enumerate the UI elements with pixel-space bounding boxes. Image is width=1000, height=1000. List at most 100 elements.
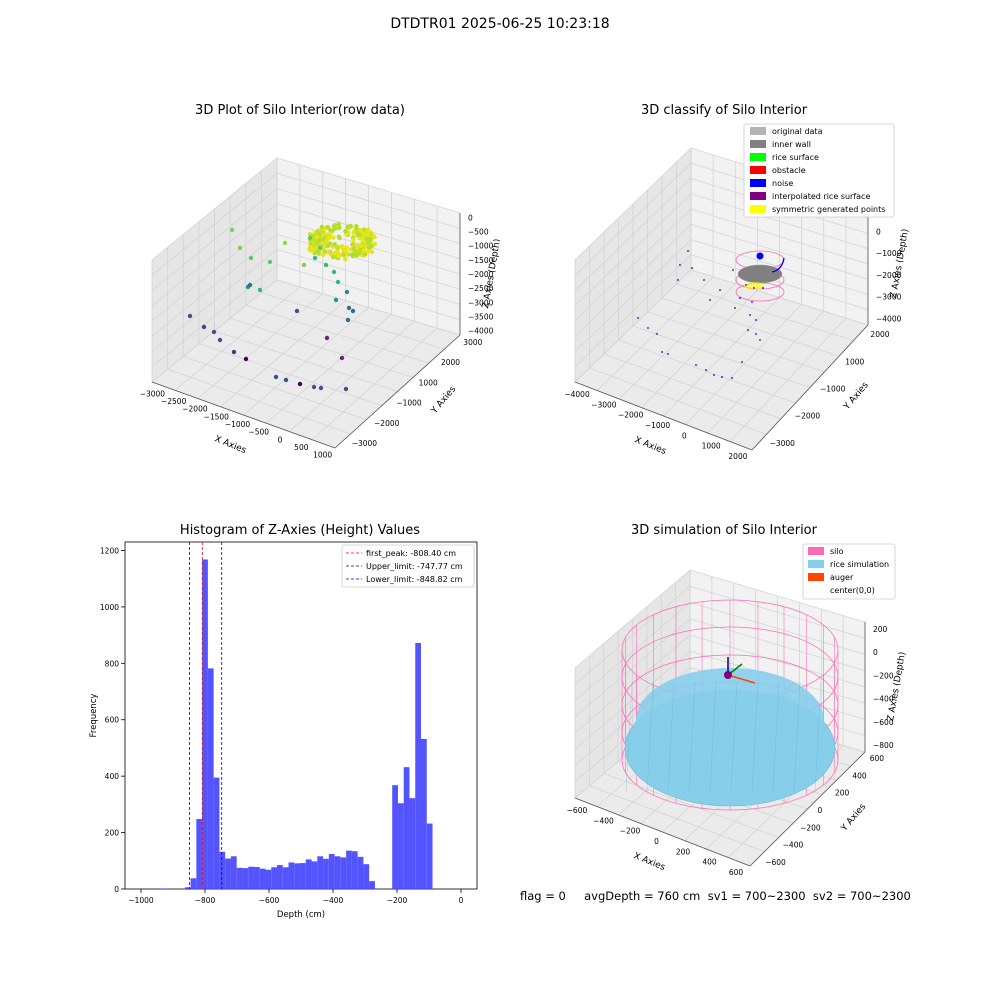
x-axis-label: Depth (cm)	[277, 910, 325, 920]
simulation-plot-title: 3D simulation of Silo Interior	[631, 523, 817, 538]
z-tick-label: −1500	[468, 256, 494, 265]
y-axis-line	[334, 334, 461, 449]
histogram-bar	[300, 863, 306, 889]
noise-point	[703, 279, 705, 281]
raw-data-point	[314, 245, 319, 250]
rice-mesh-line	[709, 681, 717, 793]
noise-point	[713, 374, 715, 376]
raw-data-point	[314, 249, 319, 255]
wall-grid-line	[574, 585, 691, 685]
raw-data-point	[248, 255, 254, 261]
raw-data-point	[367, 245, 373, 250]
histogram-bar	[346, 850, 352, 889]
floor-grid-line	[311, 327, 438, 441]
raw-data-point	[297, 381, 303, 387]
raw-data-point	[343, 256, 348, 262]
raw-data-point	[331, 235, 336, 240]
legend-label: center(0,0)	[830, 586, 875, 595]
legend-swatch	[750, 205, 766, 213]
x-tick-label: 500	[294, 443, 309, 452]
x-tick-label: −400	[593, 816, 614, 825]
noise-point	[762, 287, 764, 289]
z-tick-label: −800	[873, 741, 894, 750]
histogram-bar	[328, 854, 335, 889]
histogram-bar	[421, 738, 427, 889]
noise-point	[679, 264, 681, 266]
raw-data-point	[372, 241, 378, 247]
figure-title: DTDTR01 2025-06-25 10:23:18	[390, 16, 610, 32]
raw-data-point	[351, 237, 356, 242]
floor-grid-line	[676, 283, 854, 342]
noise-point	[739, 297, 741, 299]
raw-data-point	[349, 252, 355, 257]
z-tick-label: −4000	[468, 327, 494, 336]
wall-grid-line	[689, 569, 866, 623]
raw-data-point	[335, 279, 341, 285]
legend-label: auger	[830, 573, 854, 582]
legend-label: rice surface	[772, 153, 819, 162]
legend-swatch	[808, 547, 824, 555]
raw-data-point	[346, 305, 352, 311]
histogram-bar	[225, 858, 231, 889]
legend-swatch	[808, 560, 824, 568]
wall-grid-line	[690, 193, 869, 250]
y-tick-label: 600	[105, 716, 120, 725]
histogram-bar	[219, 851, 226, 889]
x-tick-label: −3000	[140, 389, 166, 398]
raw-data-point	[267, 259, 273, 265]
histogram-bar	[207, 668, 214, 889]
noise-point	[705, 369, 707, 371]
raw-data-point	[311, 384, 317, 390]
raw-data-point	[326, 235, 332, 240]
z-tick-label: −2500	[468, 284, 494, 293]
raw-data-point	[323, 262, 329, 268]
y-axis-line	[749, 751, 866, 867]
legend-swatch	[750, 153, 766, 161]
histogram-bar	[242, 868, 249, 889]
noise-point	[667, 353, 669, 355]
raw-data-point	[344, 289, 350, 295]
wall-grid-line	[574, 147, 692, 261]
y-tick-label: −200	[800, 823, 821, 832]
wall-grid-line	[574, 634, 691, 734]
raw-data-point	[365, 228, 371, 234]
noise-point	[691, 267, 693, 269]
raw-data-point	[332, 223, 337, 228]
wall-grid-line	[574, 193, 692, 307]
legend-label: original data	[772, 127, 823, 136]
y-axis-line	[751, 324, 869, 451]
floor-grid-line	[266, 314, 392, 424]
raw-data-point	[345, 317, 351, 323]
histogram-bar	[277, 865, 283, 889]
y-tick-label: 1000	[419, 378, 438, 387]
raw-data-point	[337, 225, 342, 230]
raw-data-point	[339, 355, 345, 361]
x-tick-label: 200	[676, 847, 691, 856]
floor-grid-line	[707, 310, 825, 434]
raw-data-point	[362, 239, 367, 244]
noise-point	[731, 377, 733, 379]
noise-point	[637, 317, 639, 319]
noise-point	[656, 333, 658, 335]
x-tick-label: −600	[259, 896, 280, 905]
y-tick-label: −2000	[374, 419, 400, 428]
histogram-bar	[317, 856, 324, 889]
raw-data-point	[187, 313, 193, 319]
z-tick-label: −1000	[876, 249, 902, 258]
y-axis-label: Y Axies	[839, 802, 868, 834]
legend-label: Upper_limit: -747.77 cm	[366, 562, 463, 571]
z-tick-label: −3500	[468, 313, 494, 322]
histogram-bar	[161, 888, 168, 889]
raw-data-point	[340, 245, 345, 250]
raw-data-point	[324, 335, 330, 341]
legend-swatch	[750, 166, 766, 174]
wall-grid-line	[690, 208, 869, 265]
raw-data-point	[314, 240, 320, 245]
legend-label: first_peak: -808.40 cm	[366, 549, 456, 558]
floor-grid-line	[245, 305, 429, 364]
raw-data-point	[358, 236, 363, 241]
x-tick-label: 0	[459, 896, 464, 905]
rice-mesh-line	[730, 681, 738, 793]
y-axis-label: Y Axies	[429, 384, 458, 416]
floor-grid-line	[288, 320, 415, 432]
